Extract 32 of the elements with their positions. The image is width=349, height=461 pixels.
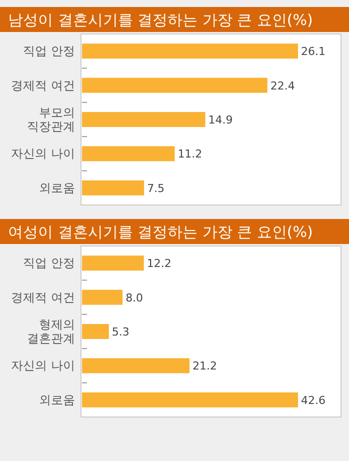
chart-title: 여성이 결혼시기를 결정하는 가장 큰 요인(%) (8, 223, 313, 241)
y-tick-label: 경제적 여건 (11, 78, 75, 92)
data-label: 12.2 (146, 257, 172, 270)
y-tick-label: 외로움 (39, 180, 75, 195)
bar (82, 78, 268, 93)
bar (82, 324, 109, 339)
data-label: 5.3 (112, 326, 130, 338)
bar (82, 44, 298, 59)
bar (82, 290, 123, 305)
y-tick-label: 자신의 나이 (11, 358, 75, 373)
data-label: 14.9 (208, 114, 233, 126)
data-label: 21.2 (192, 360, 217, 373)
y-tick-label: 직업 안정 (23, 44, 75, 58)
y-tick-label: 형제의 결혼관계 (27, 318, 75, 346)
y-tick-label: 직업 안정 (23, 256, 75, 270)
bar (82, 112, 206, 127)
data-label: 11.2 (178, 148, 202, 161)
y-tick-label: 자신의 나이 (11, 146, 75, 161)
bar (82, 358, 190, 374)
y-tick-label: 부모의 직장관계 (27, 106, 75, 134)
bar (82, 180, 144, 196)
y-tick-label: 경제적 여건 (11, 290, 75, 304)
data-label: 7.5 (147, 182, 165, 195)
bar (82, 392, 298, 408)
bar (82, 256, 144, 271)
bar (82, 146, 175, 162)
chart-title: 남성이 결혼시기를 결정하는 가장 큰 요인(%) (8, 11, 313, 29)
data-label: 42.6 (301, 394, 326, 407)
data-label: 22.4 (270, 79, 295, 92)
data-label: 26.1 (301, 45, 326, 58)
y-tick-label: 외로움 (39, 392, 75, 407)
data-label: 8.0 (126, 291, 144, 304)
